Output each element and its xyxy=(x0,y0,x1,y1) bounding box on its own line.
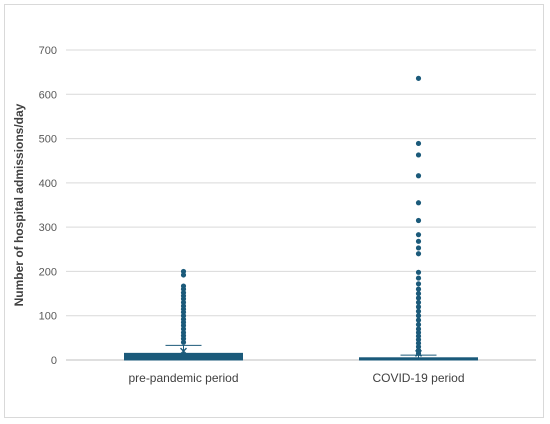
outlier-point xyxy=(415,238,422,244)
outlier-point xyxy=(415,299,422,306)
outlier-point xyxy=(415,295,422,301)
outlier-point xyxy=(415,173,422,179)
outlier-point xyxy=(415,200,422,206)
outlier-point xyxy=(415,308,422,314)
outlier-point xyxy=(415,321,422,328)
y-tick-label: 200 xyxy=(39,266,57,278)
outlier-point xyxy=(415,304,422,310)
y-tick-label: 300 xyxy=(39,222,57,234)
outlier-point xyxy=(415,152,422,158)
outlier-point xyxy=(415,75,422,81)
outlier-point xyxy=(415,317,422,323)
x-category-label: pre-pandemic period xyxy=(128,371,238,385)
y-tick-label: 600 xyxy=(39,89,57,101)
outlier-point xyxy=(415,350,422,356)
y-tick-label: 700 xyxy=(39,45,57,57)
y-tick-label: 0 xyxy=(51,355,57,367)
outlier-point xyxy=(415,269,422,275)
mean-marker xyxy=(180,347,187,355)
outlier-point xyxy=(415,286,422,292)
y-tick-label: 100 xyxy=(39,311,57,323)
outlier-point xyxy=(415,245,422,251)
outlier-point xyxy=(415,290,422,297)
outlier-point xyxy=(415,140,422,147)
outlier-point xyxy=(415,217,422,224)
y-axis-ticks: 0 100 200 300 400 500 600 700 xyxy=(39,45,57,367)
outlier-point xyxy=(180,272,187,278)
chart-frame: 0 100 200 300 400 500 600 700 pre-pandemic peri… xyxy=(4,4,544,418)
y-tick-label: 500 xyxy=(39,134,57,146)
outlier-point xyxy=(415,232,422,238)
outlier-point xyxy=(415,281,422,287)
y-axis-title: Number of hospital admissions/day xyxy=(12,103,26,306)
outlier-point xyxy=(415,251,422,257)
y-tick-label: 400 xyxy=(39,178,57,190)
x-axis-categories: pre-pandemic period COVID-19 period xyxy=(128,371,464,385)
x-category-label: COVID-19 period xyxy=(372,371,464,385)
outlier-point xyxy=(415,313,422,319)
outlier-point xyxy=(180,339,187,345)
gridlines xyxy=(66,49,536,361)
box-plot-chart: 0 100 200 300 400 500 600 700 pre-pandemic peri… xyxy=(12,45,536,385)
outlier-point xyxy=(415,275,422,281)
boxes xyxy=(124,75,478,361)
